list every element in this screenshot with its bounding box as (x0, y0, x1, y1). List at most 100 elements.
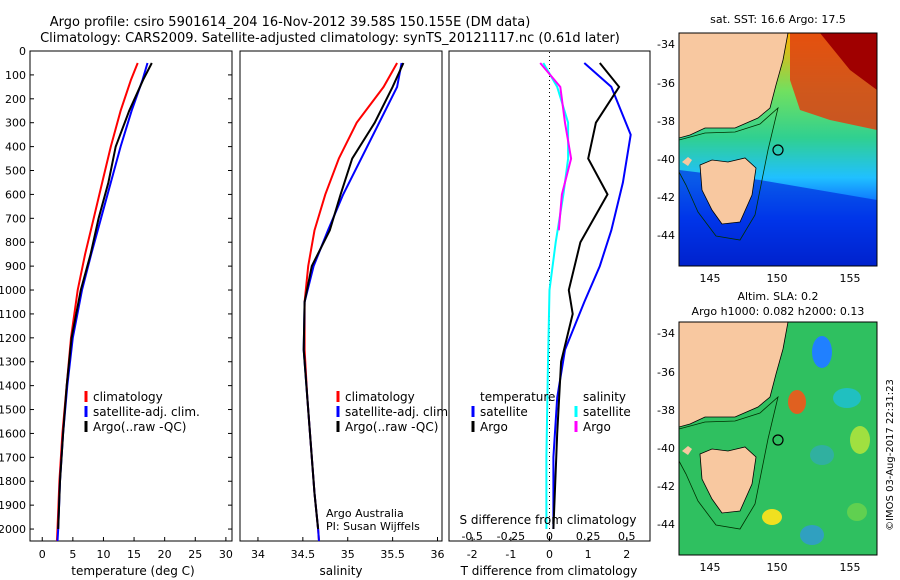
s-difference-tick-label: -0.5 (461, 530, 482, 543)
salinity-panel: 34 34.5 35 35.5 36 salinity climatology sate… (239, 50, 452, 578)
depth-tick-label: 1500 (0, 404, 26, 417)
depth-tick-label: 1800 (0, 475, 26, 488)
mainland-australia (679, 322, 789, 428)
legend-label-climatology: climatology (345, 390, 415, 404)
x-tick-label: 30 (219, 548, 233, 561)
sla-eddy (762, 509, 782, 525)
latitude-tick-label: -38 (657, 115, 675, 128)
depth-tick-label: 700 (5, 212, 26, 225)
depth-tick-label: 1900 (0, 499, 26, 512)
shelf-contour (679, 395, 779, 530)
longitude-tick-label: 145 (700, 272, 721, 285)
x-tick-label: 0 (39, 548, 46, 561)
longitude-tick-label: 155 (840, 561, 861, 574)
mainland-australia (679, 33, 789, 139)
tasmania (699, 157, 757, 225)
x-tick-label: 20 (158, 548, 172, 561)
x-tick-label: 35.5 (380, 548, 405, 561)
sla-longitude-ticks: 145 150 155 (700, 561, 861, 574)
depth-tick-label: 800 (5, 236, 26, 249)
difference-legend: temperature satellite Argo salinity sate… (471, 390, 631, 434)
depth-tick-label: 1000 (0, 284, 26, 297)
sla-map-frame (678, 321, 878, 556)
temperature-plot-frame (29, 50, 233, 542)
legend-label-satellite: satellite-adj. clim. (345, 405, 452, 419)
x-tick-label: -1 (505, 548, 516, 561)
legend-label-s-satellite: satellite (583, 405, 631, 419)
latitude-tick-label: -36 (657, 77, 675, 90)
temperature-legend: climatology satellite-adj. clim. Argo(..… (84, 390, 200, 434)
x-tick-label: 0 (546, 548, 553, 561)
credit-line-2: PI: Susan Wijffels (326, 520, 420, 533)
series-line-salinity-argo (539, 62, 573, 231)
salinity-tick-labels: 34 34.5 35 35.5 36 (251, 537, 445, 561)
temperature-series (55, 62, 153, 542)
temperature-axis-label: temperature (deg C) (71, 564, 194, 578)
s-difference-tick-label: 0.25 (576, 530, 601, 543)
depth-tick-label: 1200 (0, 332, 26, 345)
latitude-tick-label: -44 (657, 229, 675, 242)
series-line-temperature-satellite (552, 62, 632, 529)
s-difference-axis-label: S difference from climatology (460, 513, 637, 527)
sst-longitude-ticks: 145 150 155 (700, 272, 861, 285)
temperature-panel: 0100200300400500600700800900100011001200… (0, 45, 650, 578)
sla-eddy (788, 390, 806, 414)
x-tick-label: 34.5 (291, 548, 316, 561)
depth-tick-label: 500 (5, 165, 26, 178)
argo-float-marker (772, 144, 784, 156)
x-tick-label: 1 (585, 548, 592, 561)
depth-tick-label: 1400 (0, 380, 26, 393)
sst-map-frame (678, 32, 878, 267)
x-tick-label: 10 (96, 548, 110, 561)
s-difference-tick-label: 0 (546, 530, 553, 543)
s-difference-tick-label: 0.5 (618, 530, 636, 543)
x-tick-label: 25 (188, 548, 202, 561)
sla-map: -34 -36 -38 -40 -42 -44 145 150 155 (657, 321, 878, 574)
legend-label-t-argo: Argo (480, 420, 508, 434)
x-tick-label: 34 (251, 548, 265, 561)
salinity-axis-label: salinity (319, 564, 362, 578)
latitude-tick-label: -42 (657, 480, 675, 493)
latitude-tick-label: -36 (657, 366, 675, 379)
series-line-argo-raw-qc (302, 62, 405, 530)
credit-line-1: Argo Australia (326, 507, 404, 520)
king-island (682, 157, 692, 166)
depth-tick-label: 100 (5, 69, 26, 82)
sla-eddy (847, 503, 867, 521)
latitude-tick-label: -34 (657, 38, 675, 51)
sla-eddy (800, 525, 824, 545)
sst-map-title: sat. SST: 16.6 Argo: 17.5 (710, 13, 846, 26)
sst-map: -34 -36 -38 -40 -42 -44 145 150 155 (657, 32, 878, 285)
longitude-tick-label: 145 (700, 561, 721, 574)
king-island (682, 446, 692, 455)
legend-label-t-satellite: satellite (480, 405, 528, 419)
legend-label-argo: Argo(..raw -QC) (345, 420, 438, 434)
legend-title-temperature: temperature (480, 390, 555, 404)
latitude-tick-label: -34 (657, 327, 675, 340)
difference-series (539, 62, 632, 530)
depth-tick-label: 0 (19, 45, 26, 58)
sla-latitude-ticks: -34 -36 -38 -40 -42 -44 (657, 327, 675, 531)
depth-tick-label: 900 (5, 260, 26, 273)
t-difference-axis-label: T difference from climatology (460, 564, 638, 578)
longitude-tick-label: 150 (767, 272, 788, 285)
depth-tick-label: 1300 (0, 356, 26, 369)
s-difference-tick-label: -0.25 (497, 530, 525, 543)
depth-tick-label: 400 (5, 141, 26, 154)
longitude-tick-label: 155 (840, 272, 861, 285)
figure-title-line2: Climatology: CARS2009. Satellite-adjuste… (40, 31, 620, 46)
depth-tick-label: 1100 (0, 308, 26, 321)
depth-tick-label: 1600 (0, 427, 26, 440)
salinity-series (302, 62, 405, 542)
depth-tick-label: 2000 (0, 523, 26, 536)
series-line-temperature-argo (552, 62, 621, 530)
series-line-argo-raw-qc (57, 62, 153, 530)
sla-eddy (810, 445, 834, 465)
latitude-tick-label: -42 (657, 191, 675, 204)
depth-tick-label: 1700 (0, 451, 26, 464)
x-tick-label: 5 (69, 548, 76, 561)
sla-map-title-line2: Argo h1000: 0.082 h2000: 0.13 (692, 305, 865, 318)
sla-eddy (812, 336, 832, 368)
footer-stamp: ©IMOS 03-Aug-2017 22:31:23 (885, 379, 896, 531)
x-tick-label: 15 (127, 548, 141, 561)
